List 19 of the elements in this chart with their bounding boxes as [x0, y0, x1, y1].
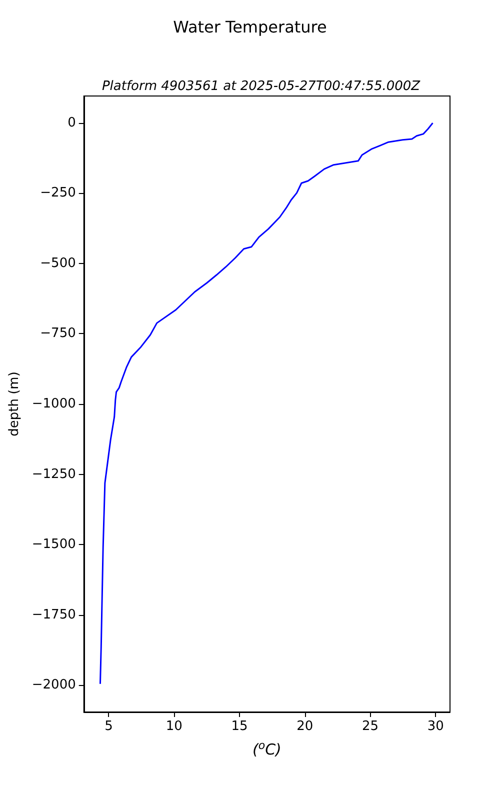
y-tick-label: −500 [40, 256, 76, 271]
chart-title: Water Temperature [173, 18, 327, 36]
y-tick-label: −2000 [32, 678, 76, 693]
y-tick-label: −1250 [32, 466, 76, 482]
x-tick-label: 30 [427, 719, 444, 734]
x-tick-label: 10 [166, 719, 182, 734]
y-axis-title: depth (m) [7, 372, 22, 436]
y-tick-label: −1500 [32, 537, 76, 552]
x-tick-label: 25 [362, 719, 379, 734]
x-tick-label: 20 [296, 719, 314, 734]
chart-subtitle: Platform 4903561 at 2025-05-27T00:47:55.000Z [102, 79, 422, 94]
x-tick-label: 15 [231, 719, 248, 734]
x-tick-label: 5 [104, 719, 113, 734]
y-tick-label: −750 [40, 326, 76, 342]
y-tick-label: −1750 [32, 607, 76, 622]
y-tick-label: −250 [40, 186, 76, 201]
line-series [99, 122, 434, 685]
y-tick-label: 0 [68, 115, 76, 130]
y-tick-label: −1000 [32, 396, 76, 412]
